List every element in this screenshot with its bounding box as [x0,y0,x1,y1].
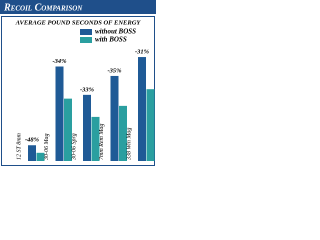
bar [36,152,45,161]
legend-label: without BOSS [95,28,136,36]
bar [138,57,146,161]
bar [83,94,91,161]
bar [119,105,127,161]
bar [110,75,119,161]
data-label: -48% [25,137,40,144]
x-tick-label: 338 Win Mag [126,128,132,161]
data-label: -31% [135,49,150,56]
x-tick-label: 30-06 Mag [44,134,50,162]
legend-label: with BOSS [95,36,127,44]
data-label: -34% [52,58,67,65]
chart-subtitle: AVERAGE POUND SECONDS OF ENERGY [15,19,142,26]
data-label: -35% [107,67,122,74]
bar [64,98,72,161]
x-tick-label: 7mm Rem Mag [99,124,105,160]
x-tick-label: 30-06 Sprg [71,133,77,161]
bar [28,145,36,161]
title-banner [0,0,156,14]
chart-title: Recoil Comparison [3,2,83,13]
x-tick-label: 12 ST 8mm [16,132,22,160]
bar [91,116,100,161]
legend-swatch [80,37,92,43]
legend-swatch [80,29,92,35]
chart: Recoil Comparison AVERAGE POUND SECONDS … [0,0,156,166]
bar [55,66,64,161]
data-label: -33% [80,86,95,93]
bar [146,89,155,161]
